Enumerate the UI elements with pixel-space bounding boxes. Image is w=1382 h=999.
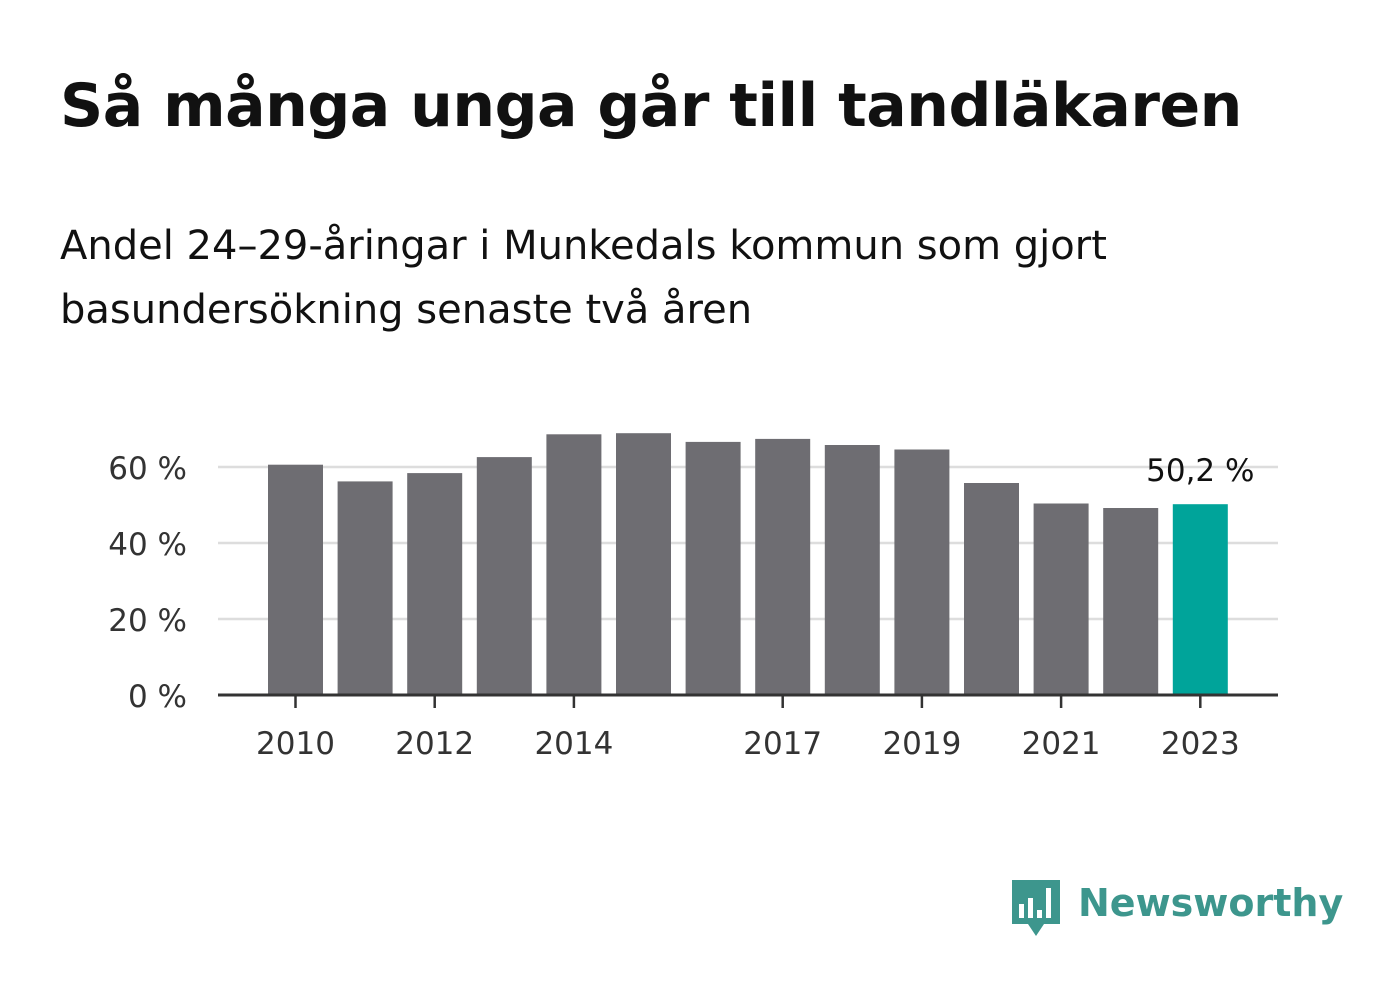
bar-highlighted	[1172, 504, 1228, 695]
bar	[685, 441, 741, 695]
logo-text: Newsworthy	[1078, 881, 1344, 925]
x-tick-label: 2023	[1161, 726, 1240, 762]
x-tick-label: 2021	[1022, 726, 1101, 762]
bar	[755, 438, 811, 695]
data-label: 50,2 %	[1146, 453, 1254, 489]
bar	[1033, 503, 1089, 695]
x-tick-label: 2017	[743, 726, 822, 762]
bar	[964, 483, 1019, 695]
annotations: 50,2 %	[1146, 453, 1254, 489]
bar	[824, 445, 880, 695]
y-tick-label: 60 %	[108, 451, 187, 487]
bar	[546, 434, 602, 695]
bar	[1103, 508, 1159, 695]
x-tick-label: 2012	[395, 726, 474, 762]
bars	[268, 433, 1228, 695]
x-axis-labels: 2010 2012 2014 2017 2019 2021 2023	[256, 726, 1240, 762]
bar	[476, 457, 532, 695]
x-tick-label: 2019	[882, 726, 961, 762]
y-tick-label: 20 %	[108, 603, 187, 639]
x-tick-label: 2010	[256, 726, 335, 762]
bar	[894, 449, 950, 695]
bar	[337, 481, 393, 695]
y-tick-label: 0 %	[128, 679, 187, 715]
chart-title: Så många unga går till tandläkaren	[60, 71, 1242, 141]
bar	[268, 464, 323, 695]
y-axis-labels: 0 % 20 % 40 % 60 %	[108, 451, 187, 715]
chart-subtitle: Andel 24–29-åringar i Munkedals kommun s…	[60, 223, 1107, 333]
gridlines	[218, 465, 1278, 621]
bar	[616, 433, 671, 695]
newsworthy-logo: Newsworthy	[1010, 878, 1343, 942]
bar	[407, 473, 463, 695]
x-axis	[218, 693, 1278, 708]
x-tick-label: 2014	[534, 726, 613, 762]
y-tick-label: 40 %	[108, 527, 187, 563]
bar-chart-speech-bubble-icon	[1012, 880, 1060, 936]
